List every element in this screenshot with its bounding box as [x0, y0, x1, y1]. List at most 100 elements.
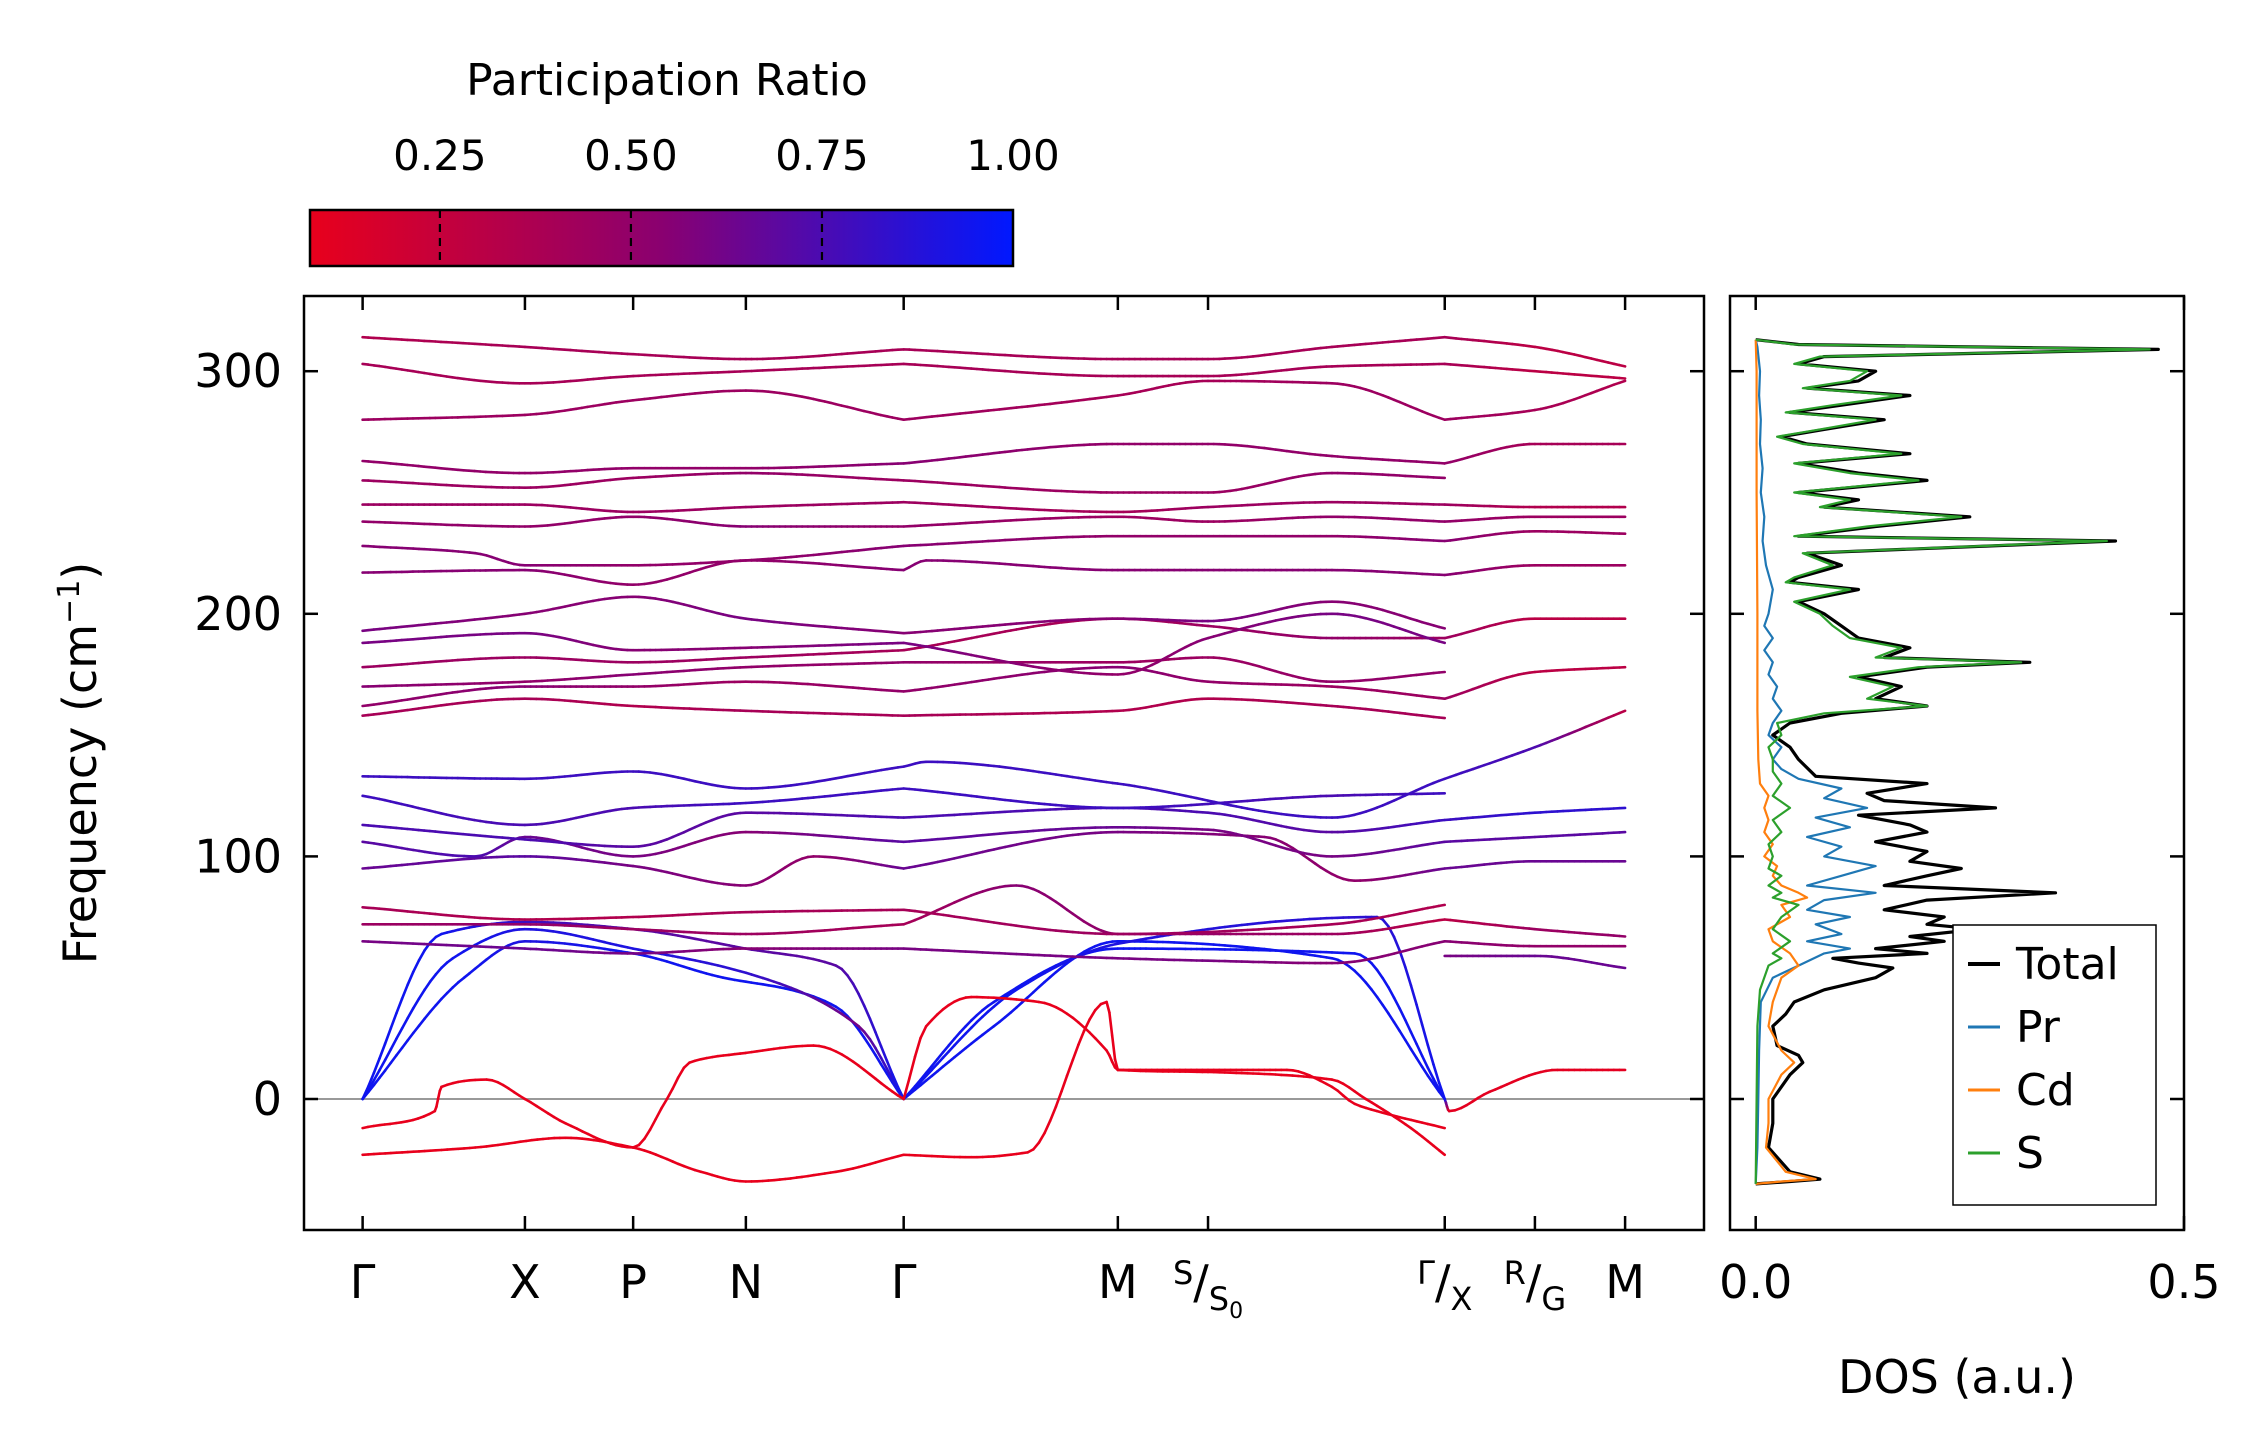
band-acoustic-LA — [930, 1062, 939, 1072]
band-acoustic-TA2 — [879, 1056, 889, 1070]
band-acoustic-TA2 — [874, 1046, 883, 1060]
band-acoustic-LA — [1398, 949, 1407, 969]
band-acoustic-TA1 — [423, 1010, 432, 1021]
band-acoustic-TA2 — [1409, 1030, 1418, 1046]
band-unstable-2 — [907, 1055, 917, 1080]
band-acoustic-LA — [1392, 935, 1401, 953]
band-acoustic-LA — [406, 970, 415, 987]
band-acoustic-TA1 — [1398, 1029, 1407, 1042]
band-optic-55 — [1618, 965, 1627, 970]
band-acoustic-LA — [400, 983, 410, 1000]
band-acoustic-LA — [862, 1004, 872, 1020]
band-unstable-1 — [1105, 1000, 1111, 1014]
band-acoustic-LA — [868, 1017, 877, 1034]
band-acoustic-TA1 — [378, 1069, 387, 1080]
band-acoustic-TA2 — [941, 1044, 951, 1054]
band-unstable-1 — [1088, 1008, 1097, 1021]
band-acoustic-TA2 — [1370, 961, 1379, 972]
band-acoustic-TA2 — [383, 1048, 393, 1062]
band-acoustic-TA2 — [406, 1006, 415, 1020]
band-optic-170 — [1437, 670, 1446, 674]
band-acoustic-LA — [395, 997, 404, 1015]
band-acoustic-TA2 — [417, 988, 426, 1001]
band-unstable-2 — [902, 1077, 911, 1101]
band-acoustic-TA1 — [389, 1054, 398, 1065]
band-acoustic-TA1 — [445, 986, 455, 995]
colorbar: Participation Ratio 0.25 0.50 0.75 1.00 — [308, 55, 1060, 268]
band-unstable-2 — [665, 1087, 674, 1101]
band-acoustic-TA2 — [868, 1037, 877, 1050]
band-unstable-2 — [913, 1036, 922, 1059]
band-acoustic-TA1 — [400, 1039, 410, 1050]
band-acoustic-TA2 — [947, 1037, 956, 1047]
band-acoustic-LA — [840, 967, 849, 977]
band-acoustic-TA2 — [1375, 968, 1384, 980]
band-acoustic-TA1 — [372, 1076, 381, 1087]
band-acoustic-LA — [845, 973, 855, 985]
band-acoustic-LA — [1420, 1023, 1430, 1047]
band-acoustic-TA2 — [919, 1071, 928, 1081]
band-acoustic-TA1 — [1353, 969, 1362, 978]
band-acoustic-TA1 — [411, 1024, 421, 1035]
band-acoustic-TA2 — [372, 1068, 381, 1082]
phonon-bands — [361, 335, 1627, 1183]
band-acoustic-LA — [411, 958, 421, 974]
band-unstable-1 — [1077, 1029, 1086, 1047]
band-acoustic-TA2 — [930, 1057, 939, 1068]
band-acoustic-LA — [964, 1026, 973, 1035]
band-unstable-2 — [1437, 1125, 1446, 1130]
band-acoustic-LA — [936, 1056, 945, 1065]
band-acoustic-TA1 — [1387, 1012, 1396, 1024]
band-acoustic-LA — [389, 1011, 398, 1030]
band-acoustic-LA — [851, 982, 860, 996]
colorbar-tick-label: 1.00 — [966, 131, 1060, 180]
band-optic-133 — [1618, 709, 1627, 715]
band-optic-193 — [1437, 625, 1446, 630]
band-acoustic-LA — [383, 1027, 393, 1045]
band-unstable-1 — [1094, 1002, 1103, 1012]
band-acoustic-LA — [1404, 965, 1413, 987]
band-unstable-1 — [1060, 1074, 1069, 1093]
band-acoustic-LA — [417, 949, 426, 962]
band-acoustic-TA2 — [1415, 1042, 1424, 1058]
band-acoustic-TA1 — [857, 1028, 866, 1039]
band-acoustic-TA2 — [958, 1025, 968, 1034]
band-optic-158 — [1437, 716, 1446, 720]
band-acoustic-TA2 — [885, 1067, 894, 1081]
band-acoustic-TA1 — [1392, 1020, 1401, 1033]
band-acoustic-LA — [879, 1045, 889, 1062]
band-acoustic-TA2 — [1387, 985, 1396, 999]
band-acoustic-TA1 — [1364, 981, 1373, 991]
band-acoustic-TA1 — [885, 1072, 894, 1084]
band-acoustic-LA — [969, 1020, 979, 1030]
band-unstable-2 — [643, 1128, 652, 1141]
band-acoustic-TA1 — [1358, 974, 1368, 984]
band-acoustic-TA1 — [1375, 995, 1384, 1007]
band-acoustic-LA — [1426, 1043, 1435, 1066]
band-unstable-2 — [924, 1018, 934, 1028]
colorbar-title: Participation Ratio — [466, 55, 868, 106]
band-acoustic-TA2 — [411, 997, 421, 1010]
band-unstable-1 — [1048, 1105, 1058, 1122]
band-acoustic-LA — [361, 1085, 370, 1101]
band-acoustic-LA — [907, 1086, 917, 1095]
band-unstable-2 — [1094, 1037, 1103, 1046]
band-acoustic-TA1 — [862, 1036, 872, 1048]
band-unstable-2 — [659, 1097, 669, 1110]
band-acoustic-TA2 — [1381, 976, 1390, 989]
band-acoustic-LA — [1381, 918, 1390, 928]
band-unstable-2 — [930, 1012, 939, 1022]
band-acoustic-TA1 — [406, 1031, 415, 1042]
band-unstable-2 — [919, 1024, 928, 1040]
band-acoustic-TA2 — [862, 1030, 872, 1041]
band-unstable-2 — [436, 1089, 442, 1101]
band-unstable-2 — [435, 1097, 440, 1109]
band-unstable-1 — [1037, 1131, 1046, 1144]
band-acoustic-LA — [947, 1044, 956, 1053]
band-unstable-1 — [1437, 1149, 1446, 1157]
band-unstable-1 — [1065, 1058, 1075, 1077]
band-acoustic-LA — [366, 1071, 376, 1088]
band-optic-188 — [1437, 640, 1446, 645]
